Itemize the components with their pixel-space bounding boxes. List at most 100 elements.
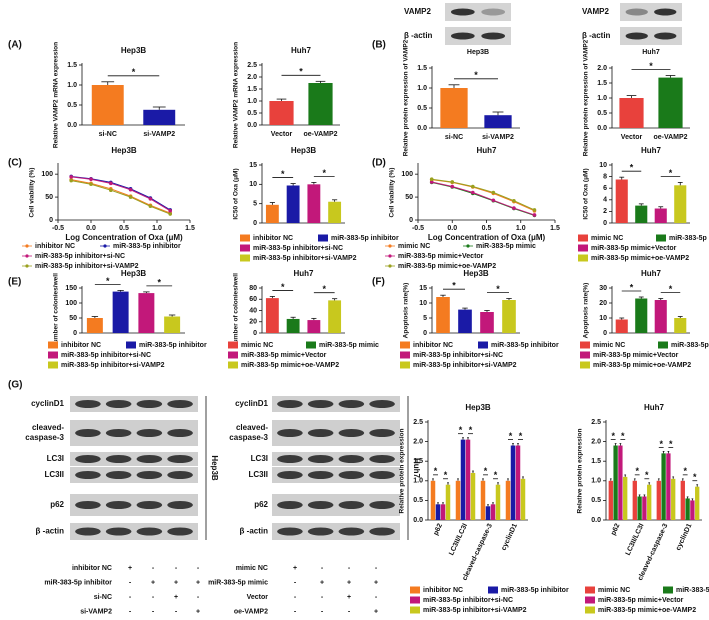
- sig-label: *: [106, 276, 110, 286]
- condition-sign: -: [152, 594, 155, 601]
- blot: [620, 3, 682, 21]
- y-axis-label: Relative protein expression: [399, 429, 406, 514]
- blot: [272, 452, 400, 466]
- legend-label: mimic NC: [398, 243, 430, 250]
- legend-label: miR-383-5p inhibitor: [139, 342, 207, 349]
- sig-label: *: [519, 431, 523, 441]
- y-tick-label: 20: [599, 300, 607, 307]
- legend-label: inhibitor NC: [61, 342, 101, 349]
- condition-sign: +: [151, 579, 155, 586]
- x-tick-label: -0.5: [412, 225, 424, 232]
- series-line: [431, 181, 535, 216]
- blot-label: β -actin: [404, 31, 433, 40]
- point: [128, 195, 133, 199]
- sig-label: *: [281, 282, 285, 292]
- bar: [615, 179, 628, 223]
- sig-label: *: [635, 466, 639, 476]
- x-tick-label: cleaved-caspase-3: [461, 523, 494, 582]
- y-tick-label: 1.5: [591, 458, 601, 465]
- y-tick-label: 6: [603, 185, 607, 192]
- legend-swatch: [585, 606, 595, 614]
- x-tick-label: 1.0: [516, 225, 526, 232]
- blot-band: [369, 501, 395, 509]
- sig-label: *: [299, 67, 303, 77]
- blot-band: [307, 455, 334, 463]
- y-tick-label: 0: [73, 330, 77, 337]
- legend-swatch: [410, 606, 420, 614]
- legend-label: miR-383-5p inhibitor+si-VAMP2: [61, 362, 165, 369]
- legend-swatch: [478, 341, 488, 349]
- condition-sign: +: [128, 565, 132, 572]
- blot-band: [625, 8, 648, 16]
- y-tick-label: 50: [69, 315, 77, 322]
- sig-label: *: [452, 281, 456, 291]
- condition-sign: +: [293, 565, 297, 572]
- y-tick-label: 2.5: [247, 62, 257, 69]
- sig-label: *: [496, 284, 500, 294]
- x-tick-label: Vector: [621, 134, 643, 141]
- x-tick-label: p62: [610, 523, 621, 537]
- sig-label: *: [434, 466, 438, 476]
- legend-label: miR-383-5p inhibitor: [491, 342, 559, 349]
- bar: [430, 480, 436, 520]
- y-tick-label: 0.0: [591, 517, 601, 524]
- blot-band: [167, 527, 193, 536]
- legend-swatch: [580, 341, 590, 349]
- blot-label: LC3II: [248, 470, 268, 479]
- point: [450, 180, 455, 184]
- x-axis-label: Log Concentration of Oxa (μM): [428, 233, 546, 242]
- y-axis-label: Number of colonies/well: [233, 273, 240, 348]
- blot-band: [625, 32, 648, 40]
- point: [471, 190, 475, 195]
- bar: [480, 312, 494, 333]
- condition-sign: +: [347, 579, 351, 586]
- bar: [647, 484, 652, 520]
- bar: [635, 205, 648, 223]
- y-tick-label: 0.0: [597, 125, 607, 132]
- blot: [70, 494, 198, 516]
- condition-sign: -: [175, 565, 178, 572]
- bar: [490, 504, 496, 520]
- blot-label: VAMP2: [582, 7, 610, 16]
- condition-sign: +: [196, 608, 200, 615]
- y-tick-label: 0.0: [67, 122, 77, 129]
- blot-band: [277, 429, 303, 437]
- bar: [618, 445, 623, 520]
- condition-label: mimic NC: [236, 565, 268, 572]
- blot-band: [450, 8, 475, 16]
- y-tick-label: 1.5: [413, 458, 423, 465]
- x-tick-label: p62: [433, 523, 444, 537]
- blot: [70, 452, 198, 466]
- legend-label: miR-383-5p inhibitor+si-VAMP2: [423, 607, 527, 614]
- blot-band: [338, 455, 365, 463]
- legend-swatch: [126, 341, 136, 349]
- blot-band: [450, 32, 475, 40]
- condition-label: Vector: [247, 594, 269, 601]
- bar: [307, 320, 321, 333]
- bar: [615, 319, 628, 333]
- point: [532, 208, 537, 212]
- legend-marker: [25, 254, 29, 258]
- x-tick-label: oe-VAMP2: [653, 134, 687, 141]
- sig-label: *: [322, 284, 326, 294]
- blot: [272, 523, 400, 540]
- bar: [674, 185, 687, 223]
- legend-label: miR-383-5p inhibitor+si-VAMP2: [413, 362, 517, 369]
- legend-swatch: [240, 234, 250, 242]
- y-tick-label: 50: [405, 194, 413, 201]
- legend-label: mimic NC: [241, 342, 273, 349]
- y-tick-label: 1.0: [413, 478, 423, 485]
- blot: [70, 523, 198, 540]
- legend-label: miR-383-5p mimic: [669, 235, 709, 242]
- legend-swatch: [656, 234, 666, 242]
- x-tick-label: 1.0: [152, 225, 162, 232]
- y-axis-label: IC50 of Oxa (μM): [233, 168, 240, 219]
- y-tick-label: 60: [249, 296, 257, 303]
- chart-title: Huh7: [641, 269, 662, 278]
- legend-label: miR-383-5p mimic+oe-VAMP2: [598, 607, 696, 614]
- chart-title: Hep3B: [465, 403, 491, 412]
- panel-label: (B): [372, 40, 386, 51]
- point: [69, 175, 73, 179]
- blot-caption: Hep3B: [467, 49, 489, 56]
- bar: [674, 318, 687, 333]
